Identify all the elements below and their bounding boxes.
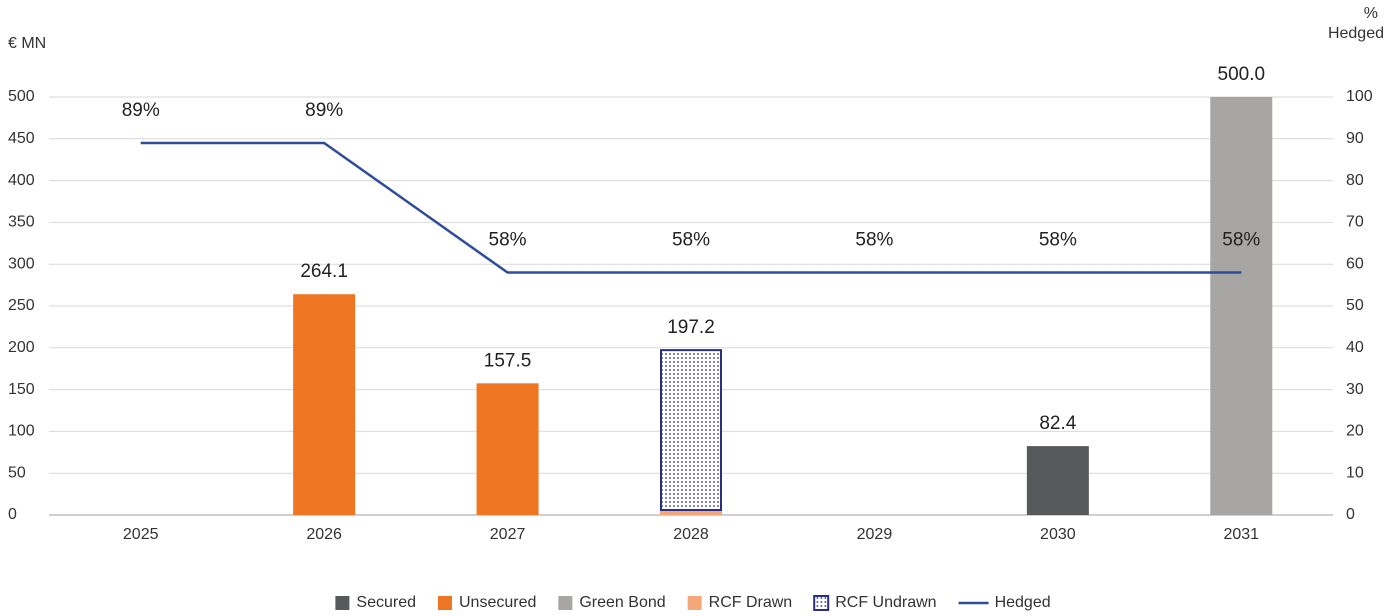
y-tick-label: 400 — [8, 172, 35, 189]
x-tick-label: 2030 — [1040, 526, 1076, 543]
y-tick-label: 50 — [8, 464, 26, 481]
y2-tick-label: 10 — [1346, 464, 1364, 481]
legend-label: RCF Drawn — [709, 594, 793, 611]
y2-tick-label: 0 — [1346, 506, 1355, 523]
line — [140, 141, 1242, 274]
legend-swatch — [335, 596, 350, 610]
x-tick-label: 2026 — [306, 526, 342, 543]
bar — [1210, 97, 1273, 515]
x-tick-label: 2031 — [1223, 526, 1259, 543]
y-tick-label: 300 — [8, 255, 35, 272]
y2-tick-label: 70 — [1346, 214, 1364, 231]
line-label: 89% — [122, 100, 160, 121]
line-label: 58% — [1039, 230, 1077, 251]
bar — [660, 509, 722, 515]
bar — [476, 383, 539, 515]
y-tick-label: 0 — [8, 506, 17, 523]
y-tick-label: 450 — [8, 130, 35, 147]
total-label: 197.2 — [667, 317, 715, 338]
y-tick-label: 250 — [8, 297, 35, 314]
x-tick-label: 2029 — [857, 526, 893, 543]
total-label: 500.0 — [1218, 64, 1266, 85]
line-label: 58% — [1222, 230, 1260, 251]
y2-tick-label: 30 — [1346, 381, 1364, 398]
x-tick-label: 2028 — [673, 526, 709, 543]
total-label: 157.5 — [484, 350, 532, 371]
legend-label: Green Bond — [579, 594, 665, 611]
total-label: 264.1 — [300, 261, 348, 282]
line-label: 58% — [489, 230, 527, 251]
line-label: 58% — [672, 230, 710, 251]
legend-swatch — [558, 596, 573, 610]
bar — [660, 349, 722, 511]
legend-label: Secured — [356, 594, 416, 611]
bar — [1026, 446, 1089, 515]
line-label: 89% — [305, 100, 343, 121]
y-tick-label: 150 — [8, 381, 35, 398]
y2-tick-label: 50 — [1346, 297, 1364, 314]
legend-swatch — [437, 596, 452, 610]
x-tick-label: 2025 — [123, 526, 159, 543]
y2-tick-label: 100 — [1346, 88, 1373, 105]
legend: Secured Unsecured Green Bond RCF Drawn RCF U… — [335, 594, 1051, 611]
y2-tick-label: 80 — [1346, 172, 1364, 189]
y2-axis-label: Hedged — [1328, 25, 1384, 42]
legend-label: RCF Undrawn — [835, 594, 936, 611]
y-tick-label: 100 — [8, 423, 35, 440]
y-tick-label: 500 — [8, 88, 35, 105]
bar — [293, 294, 356, 515]
y2-tick-label: 90 — [1346, 130, 1364, 147]
legend-swatch — [687, 596, 702, 610]
y2-axis-label: % — [1364, 5, 1378, 22]
y2-tick-label: 40 — [1346, 339, 1364, 356]
line-label: 58% — [855, 230, 893, 251]
total-label: 82.4 — [1039, 413, 1076, 434]
legend-label: Hedged — [995, 594, 1051, 611]
y2-tick-label: 60 — [1346, 255, 1364, 272]
y2-tick-label: 20 — [1346, 423, 1364, 440]
y-tick-label: 350 — [8, 214, 35, 231]
legend-label: Unsecured — [459, 594, 536, 611]
y-tick-label: 200 — [8, 339, 35, 356]
x-tick-label: 2027 — [490, 526, 526, 543]
legend-swatch — [813, 595, 830, 611]
y-axis-label: € MN — [8, 35, 46, 52]
